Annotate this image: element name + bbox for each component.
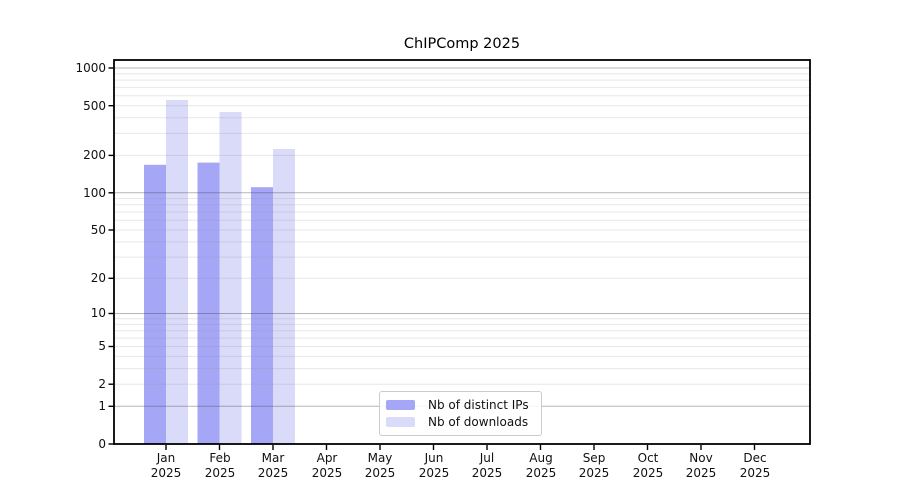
chart-title: ChIPComp 2025	[403, 36, 521, 52]
y-tick-label: 100	[83, 186, 106, 200]
x-tick-label: Mar 2025	[257, 451, 289, 480]
y-tick-label: 2	[98, 377, 106, 391]
x-tick-label: Jun 2025	[418, 451, 450, 480]
legend-item-downloads: Nb of downloads	[386, 415, 541, 429]
y-tick-label: 50	[90, 223, 106, 237]
x-tick-label: Aug 2025	[525, 451, 557, 480]
y-tick-label: 500	[83, 99, 106, 113]
x-tick-label: Jan 2025	[150, 451, 182, 480]
y-tick-label: 20	[90, 271, 106, 285]
y-tick-label: 5	[98, 339, 106, 353]
x-tick-label: Dec 2025	[739, 451, 771, 480]
y-tick-label: 10	[90, 306, 106, 320]
x-tick-label: Jul 2025	[471, 451, 503, 480]
legend-swatch-downloads-icon	[386, 417, 415, 427]
y-tick-label: 1000	[75, 61, 106, 75]
x-tick-label: Oct 2025	[632, 451, 664, 480]
legend-label-downloads: Nb of downloads	[428, 415, 529, 429]
y-tick-label: 200	[83, 148, 106, 162]
x-tick-label: Apr 2025	[311, 451, 343, 480]
x-tick-label: Feb 2025	[204, 451, 236, 480]
legend-swatch-distinct-ips-icon	[386, 400, 415, 410]
legend-item-distinct-ips: Nb of distinct IPs	[386, 398, 541, 412]
legend-label-distinct-ips: Nb of distinct IPs	[428, 398, 529, 412]
x-tick-label: May 2025	[364, 451, 396, 480]
x-tick-label: Nov 2025	[685, 451, 717, 480]
y-tick-label: 0	[98, 437, 106, 451]
y-tick-label: 1	[98, 399, 106, 413]
x-tick-label: Sep 2025	[578, 451, 610, 480]
legend: Nb of distinct IPs Nb of downloads	[379, 391, 542, 436]
